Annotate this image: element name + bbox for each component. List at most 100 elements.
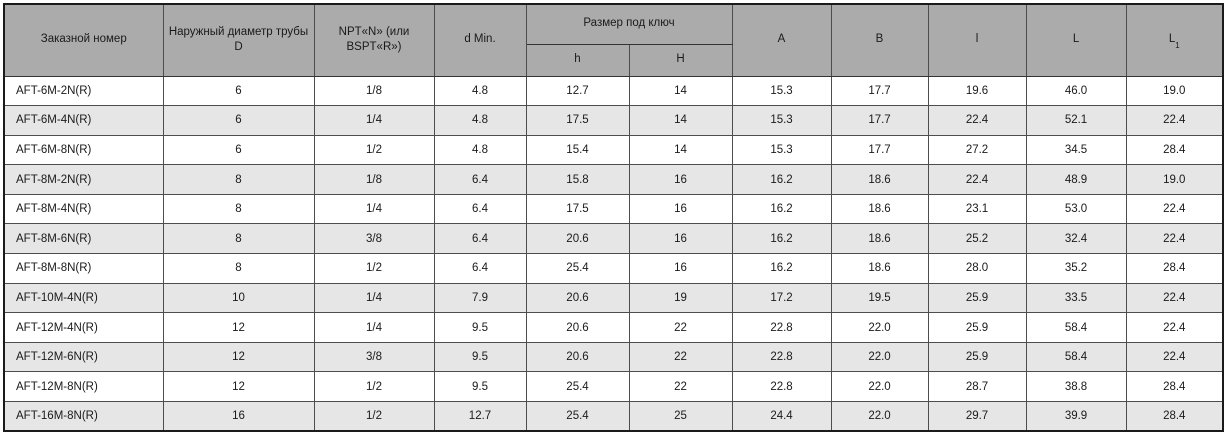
cell-order-number: AFT-12M-8N(R)	[3, 371, 164, 403]
cell-wrench-h: 20.6	[525, 223, 630, 255]
cell-wrench-h: 25.4	[525, 371, 630, 403]
cell-npt-thread-size: 1/4	[313, 282, 435, 314]
cell-dim-l1: 28.4	[1125, 253, 1224, 284]
cell-tube-diameter-d: 10	[162, 282, 315, 314]
col-header-b: B	[830, 3, 929, 77]
cell-dim-a: 15.3	[731, 134, 832, 166]
cell-dim-b: 18.6	[830, 164, 929, 195]
cell-wrench-h: 12.7	[525, 75, 630, 107]
cell-wrench-h-cap: 25	[628, 401, 733, 432]
col-header-wrench-h: h	[525, 43, 630, 77]
table-row: AFT-16M-8N(R) 16 1/2 12.7 25.4 25 24.4 22.0 29.7…	[3, 401, 1224, 432]
cell-dim-l-cap: 52.1	[1025, 105, 1127, 136]
cell-order-number: AFT-8M-4N(R)	[3, 193, 164, 225]
cell-dim-l1: 22.4	[1125, 223, 1224, 255]
cell-order-number: AFT-16M-8N(R)	[3, 401, 164, 432]
cell-dim-a: 16.2	[731, 223, 832, 255]
cell-dim-b: 22.0	[830, 371, 929, 403]
fitting-spec-table: Заказной номер Наружный диаметр трубы D …	[3, 3, 1225, 433]
cell-tube-diameter-d: 16	[162, 401, 315, 432]
cell-dim-l-cap: 35.2	[1025, 253, 1127, 284]
cell-dim-l-small: 22.4	[927, 105, 1027, 136]
cell-wrench-h-cap: 22	[628, 371, 733, 403]
cell-dim-l-cap: 38.8	[1025, 371, 1127, 403]
cell-dim-a: 15.3	[731, 75, 832, 107]
cell-npt-thread-size: 1/2	[313, 401, 435, 432]
cell-d-min: 6.4	[433, 193, 527, 225]
cell-d-min: 6.4	[433, 223, 527, 255]
cell-dim-l1: 22.4	[1125, 193, 1224, 225]
cell-dim-b: 17.7	[830, 75, 929, 107]
cell-dim-l-small: 27.2	[927, 134, 1027, 166]
cell-d-min: 9.5	[433, 341, 527, 373]
cell-order-number: AFT-12M-6N(R)	[3, 341, 164, 373]
cell-npt-thread-size: 1/4	[313, 312, 435, 343]
cell-dim-b: 19.5	[830, 282, 929, 314]
cell-dim-l-small: 25.9	[927, 282, 1027, 314]
cell-dim-l-small: 25.9	[927, 341, 1027, 373]
cell-wrench-h-cap: 16	[628, 193, 733, 225]
table-row: AFT-8M-2N(R) 8 1/8 6.4 15.8 16 16.2 18.6 22.4 48.…	[3, 164, 1224, 195]
cell-dim-b: 22.0	[830, 341, 929, 373]
cell-dim-a: 16.2	[731, 164, 832, 195]
cell-tube-diameter-d: 6	[162, 134, 315, 166]
cell-tube-diameter-d: 8	[162, 193, 315, 225]
cell-npt-thread-size: 1/8	[313, 164, 435, 195]
table-row: AFT-6M-8N(R) 6 1/2 4.8 15.4 14 15.3 17.7 27.2 34.…	[3, 134, 1224, 166]
cell-dim-l1: 28.4	[1125, 401, 1224, 432]
cell-d-min: 9.5	[433, 371, 527, 403]
cell-dim-l1: 22.4	[1125, 105, 1224, 136]
l1-base: L	[1168, 32, 1176, 45]
cell-dim-l1: 22.4	[1125, 341, 1224, 373]
col-header-a: A	[731, 3, 832, 77]
cell-dim-l-small: 19.6	[927, 75, 1027, 107]
cell-tube-diameter-d: 8	[162, 253, 315, 284]
cell-dim-a: 22.8	[731, 312, 832, 343]
cell-dim-b: 18.6	[830, 253, 929, 284]
cell-wrench-h-cap: 14	[628, 134, 733, 166]
col-header-l-cap: L	[1025, 3, 1127, 77]
cell-order-number: AFT-6M-8N(R)	[3, 134, 164, 166]
cell-order-number: AFT-8M-8N(R)	[3, 253, 164, 284]
cell-dim-l1: 28.4	[1125, 371, 1224, 403]
cell-dim-a: 24.4	[731, 401, 832, 432]
table-row: AFT-8M-4N(R) 8 1/4 6.4 17.5 16 16.2 18.6 23.1 53.…	[3, 193, 1224, 225]
cell-d-min: 6.4	[433, 253, 527, 284]
cell-dim-b: 17.7	[830, 134, 929, 166]
cell-dim-l-small: 28.0	[927, 253, 1027, 284]
cell-order-number: AFT-6M-2N(R)	[3, 75, 164, 107]
table-row: AFT-8M-6N(R) 8 3/8 6.4 20.6 16 16.2 18.6 25.2 32.…	[3, 223, 1224, 255]
table-row: AFT-6M-2N(R) 6 1/8 4.8 12.7 14 15.3 17.7 19.6 46.…	[3, 75, 1224, 107]
cell-d-min: 4.8	[433, 105, 527, 136]
cell-dim-l-cap: 48.9	[1025, 164, 1127, 195]
cell-dim-a: 15.3	[731, 105, 832, 136]
cell-dim-l-cap: 46.0	[1025, 75, 1127, 107]
cell-wrench-h: 20.6	[525, 341, 630, 373]
cell-dim-l-cap: 53.0	[1025, 193, 1127, 225]
cell-dim-a: 22.8	[731, 371, 832, 403]
cell-npt-thread-size: 3/8	[313, 223, 435, 255]
cell-tube-diameter-d: 12	[162, 371, 315, 403]
col-header-order-number: Заказной номер	[3, 3, 164, 77]
cell-wrench-h-cap: 22	[628, 341, 733, 373]
cell-npt-thread-size: 1/4	[313, 105, 435, 136]
cell-dim-a: 16.2	[731, 193, 832, 225]
cell-dim-l-small: 25.9	[927, 312, 1027, 343]
col-header-wrench-h-cap: H	[628, 43, 733, 77]
cell-tube-diameter-d: 6	[162, 105, 315, 136]
cell-dim-b: 17.7	[830, 105, 929, 136]
cell-dim-l1: 19.0	[1125, 75, 1224, 107]
cell-dim-l-cap: 58.4	[1025, 312, 1127, 343]
cell-wrench-h-cap: 14	[628, 105, 733, 136]
col-header-wrench-size: Размер под ключ	[525, 3, 733, 45]
cell-order-number: AFT-12M-4N(R)	[3, 312, 164, 343]
cell-dim-l1: 19.0	[1125, 164, 1224, 195]
cell-wrench-h: 17.5	[525, 193, 630, 225]
cell-wrench-h: 17.5	[525, 105, 630, 136]
cell-order-number: AFT-8M-2N(R)	[3, 164, 164, 195]
table-row: AFT-12M-4N(R) 12 1/4 9.5 20.6 22 22.8 22.0 25.9 5…	[3, 312, 1224, 343]
cell-wrench-h-cap: 19	[628, 282, 733, 314]
cell-tube-diameter-d: 8	[162, 164, 315, 195]
cell-order-number: AFT-6M-4N(R)	[3, 105, 164, 136]
